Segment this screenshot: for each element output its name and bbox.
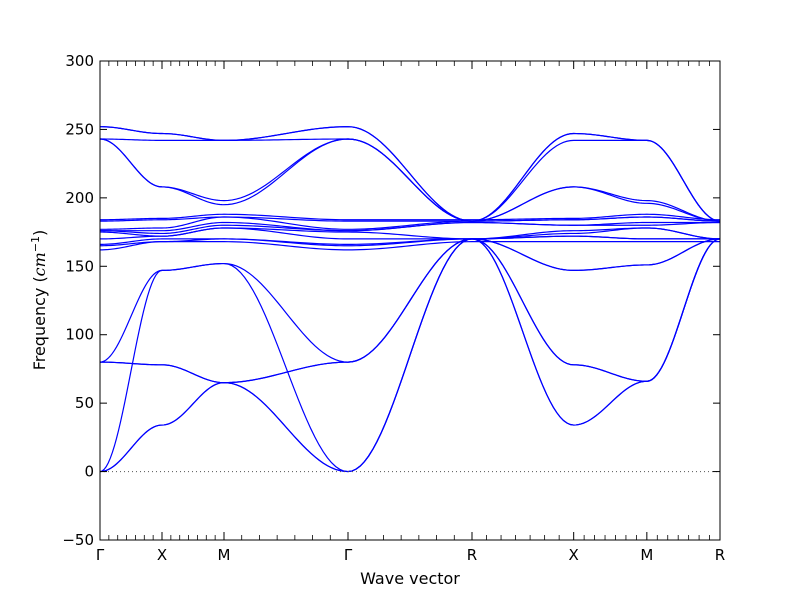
y-tick-label: 50 — [75, 394, 94, 412]
band-line-3 — [99, 238, 721, 473]
band-line-19 — [100, 138, 721, 222]
y-axis-label-unit: cm — [30, 252, 49, 276]
x-tick-label: R — [467, 546, 477, 564]
band-line-6 — [99, 238, 721, 363]
y-tick-label: −50 — [62, 531, 94, 549]
band-line-8 — [99, 235, 720, 247]
axes-frame — [99, 60, 721, 541]
y-tick-label: 100 — [65, 326, 94, 344]
x-tick-label: Γ — [344, 546, 353, 564]
band-lines — [99, 126, 721, 473]
x-tick-label: X — [569, 546, 579, 564]
y-tick-label: 150 — [65, 257, 94, 275]
y-tick-label: 200 — [65, 189, 94, 207]
y-axis-label-suffix: ) — [30, 230, 49, 236]
y-axis-label-text: Frequency ( — [30, 276, 49, 370]
y-tick-label: 300 — [65, 52, 94, 70]
y-axis-label: Frequency (cm−1) — [29, 230, 50, 371]
x-axis-label: Wave vector — [360, 569, 460, 588]
x-tick-label: R — [715, 546, 725, 564]
plot-frame — [99, 60, 721, 541]
band-line-15 — [100, 216, 721, 222]
band-line-5 — [100, 238, 721, 384]
y-axis-ticks: −50 0 50 100 150 200 250 300 — [62, 52, 720, 549]
x-tick-label: M — [218, 546, 231, 564]
x-tick-label: Γ — [96, 546, 105, 564]
band-line-21 — [99, 126, 721, 222]
band-line-11 — [99, 227, 721, 240]
band-line-9 — [99, 235, 720, 245]
y-axis-label-unit-exponent: −1 — [29, 236, 42, 252]
band-line-4 — [100, 238, 721, 384]
x-tick-label: X — [157, 546, 167, 564]
band-line-16 — [100, 213, 721, 221]
x-tick-label: M — [640, 546, 653, 564]
y-tick-label: 0 — [84, 463, 94, 481]
y-tick-label: 250 — [65, 120, 94, 138]
band-line-13 — [100, 221, 720, 232]
